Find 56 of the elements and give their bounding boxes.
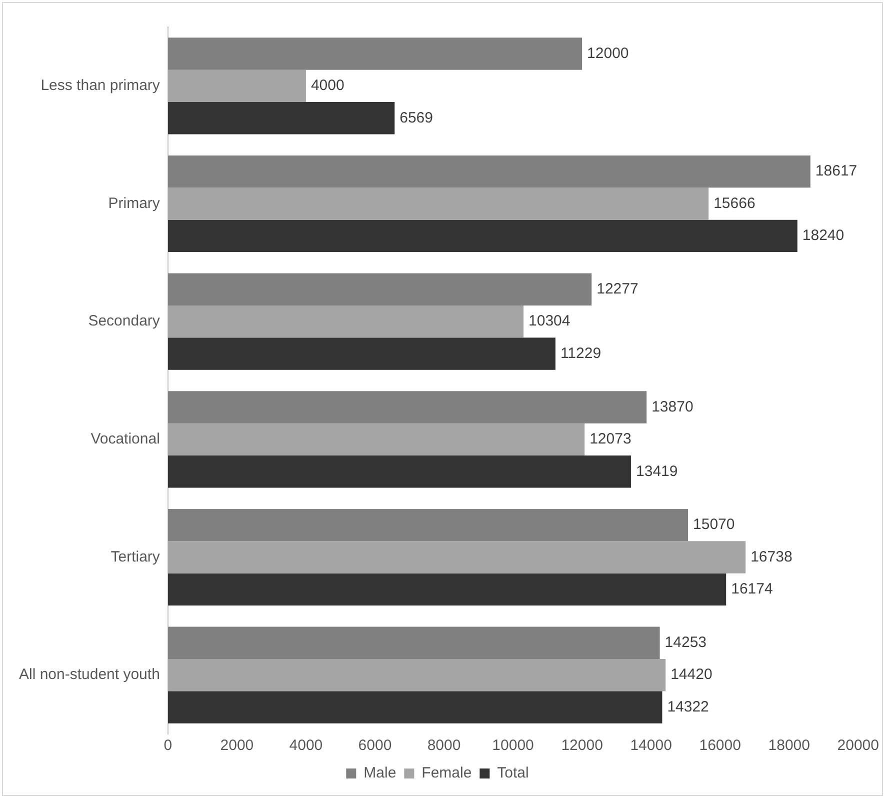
bar (168, 508, 688, 542)
x-tick-label: 20000 (837, 737, 880, 754)
data-label: 14253 (664, 634, 707, 652)
data-label: 15070 (693, 516, 735, 534)
data-label: 16174 (731, 580, 773, 598)
data-label: 13419 (636, 462, 678, 480)
y-tick-label: Less than primary (40, 77, 160, 94)
legend-label: Total (497, 764, 529, 782)
data-label: 12073 (590, 430, 632, 448)
data-label: 16738 (750, 548, 792, 566)
y-tick-label: Vocational (90, 430, 160, 448)
bar (168, 456, 632, 488)
x-tick-label: 18000 (768, 737, 810, 754)
bar (168, 391, 647, 424)
data-label: 18240 (802, 227, 844, 244)
bar (168, 188, 709, 220)
bar (168, 338, 556, 370)
bar (168, 38, 582, 70)
x-tick-label: 4000 (289, 737, 323, 754)
bar (168, 102, 395, 134)
data-label: 6569 (400, 109, 434, 126)
x-tick-label: 16000 (699, 737, 741, 754)
x-tick-label: 0 (164, 737, 172, 754)
bar (168, 423, 585, 456)
x-tick-label: 6000 (358, 737, 392, 754)
x-tick-label: 2000 (220, 737, 254, 754)
bar (168, 573, 726, 606)
bar (168, 273, 592, 306)
x-tick-label: 8000 (427, 737, 461, 754)
data-label: 13870 (652, 398, 694, 416)
y-tick-label: Secondary (88, 312, 160, 330)
y-tick-label: Primary (108, 194, 160, 212)
data-label: 14420 (670, 666, 712, 684)
data-label: 12277 (596, 280, 638, 298)
x-tick-label: 10000 (492, 737, 534, 754)
bar (168, 658, 666, 692)
bar (168, 626, 660, 659)
bar (168, 220, 798, 252)
data-label: 10304 (528, 312, 570, 330)
data-label: 14322 (667, 698, 709, 716)
x-tick-label: 14000 (630, 737, 672, 754)
bar (168, 70, 306, 102)
data-label: 12000 (587, 44, 629, 62)
legend-label: Female (422, 764, 472, 782)
y-tick-label: All non-student youth (18, 666, 160, 684)
legend-label: Male (364, 764, 396, 782)
data-label: 15666 (714, 194, 756, 212)
bar (168, 155, 810, 188)
data-label: 18617 (815, 162, 858, 180)
bar (168, 541, 746, 574)
data-label: 4000 (310, 77, 344, 94)
data-label: 11229 (560, 344, 602, 362)
bar (168, 691, 662, 724)
x-tick-label: 12000 (561, 737, 603, 754)
bar (168, 305, 524, 338)
y-tick-label: Tertiary (110, 548, 160, 566)
